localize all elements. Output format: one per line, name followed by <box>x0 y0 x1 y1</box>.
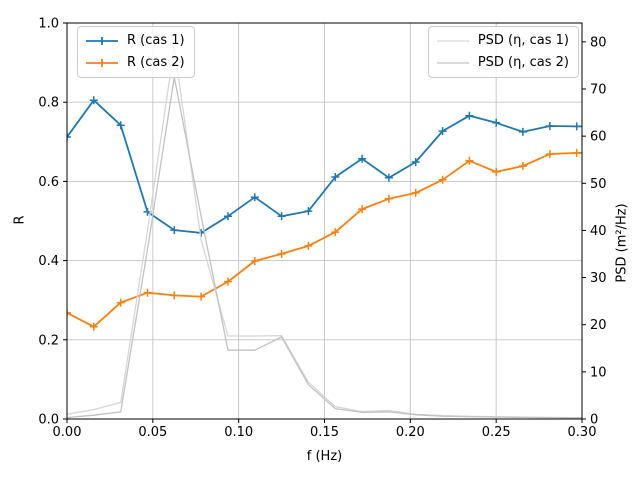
y-tick-label-left: 0.6 <box>38 175 59 190</box>
x-tick-label: 0.05 <box>138 425 167 440</box>
left-y-axis-label: R <box>12 215 28 225</box>
y-tick-label-right: 50 <box>590 177 607 192</box>
y-tick-label-right: 60 <box>590 130 607 145</box>
legend-label: R (cas 1) <box>127 33 185 48</box>
y-tick-label-left: 1.0 <box>38 17 59 32</box>
legend-label: R (cas 2) <box>127 55 185 70</box>
legend-entry: R (cas 2) <box>85 54 185 71</box>
series-1 <box>67 148 582 331</box>
y-tick-label-right: 0 <box>590 413 598 428</box>
ticks <box>63 22 586 423</box>
y-tick-label-right: 80 <box>590 35 607 50</box>
right-y-axis-label: PSD (m²/Hz) <box>614 203 630 283</box>
legend-line-swatch <box>436 61 469 64</box>
series-markers <box>67 148 581 331</box>
y-tick-label-right: 20 <box>590 318 607 333</box>
series-0 <box>67 96 582 237</box>
x-tick-label: 0.00 <box>53 425 82 440</box>
series-markers <box>67 96 581 237</box>
legend-entry: PSD (η, cas 2) <box>436 54 569 71</box>
y-tick-label-left: 0.4 <box>38 254 59 269</box>
legend-label: PSD (η, cas 2) <box>477 55 569 70</box>
legend-r: R (cas 1) R (cas 2) <box>77 26 195 78</box>
y-tick-label-right: 40 <box>590 224 607 239</box>
y-tick-label-left: 0.2 <box>38 333 59 348</box>
legend-line-swatch <box>86 58 118 67</box>
tick-labels: 0.00 0.05 0.10 0.15 0.20 0.25 0.30 0.0 0.2 0.4 0.6… <box>38 17 606 441</box>
legend-entry: R (cas 1) <box>85 32 185 49</box>
series-3 <box>67 76 582 419</box>
y-tick-label-left: 0.0 <box>38 413 59 428</box>
x-tick-label: 0.10 <box>224 425 253 440</box>
y-tick-label-right: 10 <box>590 365 607 380</box>
x-tick-label: 0.20 <box>396 425 425 440</box>
x-tick-label: 0.25 <box>482 425 511 440</box>
series-line <box>67 76 582 419</box>
gridlines <box>67 23 582 419</box>
x-axis-label: f (Hz) <box>306 449 343 464</box>
x-tick-label: 0.30 <box>568 425 597 440</box>
legend-line-swatch <box>436 39 469 42</box>
legend-line-swatch <box>86 36 118 45</box>
y-tick-label-right: 30 <box>590 271 607 286</box>
legend-psd: PSD (η, cas 1) PSD (η, cas 2) <box>427 26 579 78</box>
y-tick-label-right: 70 <box>590 83 607 98</box>
y-tick-label-left: 0.8 <box>38 96 59 111</box>
x-tick-label: 0.15 <box>310 425 339 440</box>
legend-label: PSD (η, cas 1) <box>477 33 569 48</box>
legend-entry: PSD (η, cas 1) <box>436 32 569 49</box>
